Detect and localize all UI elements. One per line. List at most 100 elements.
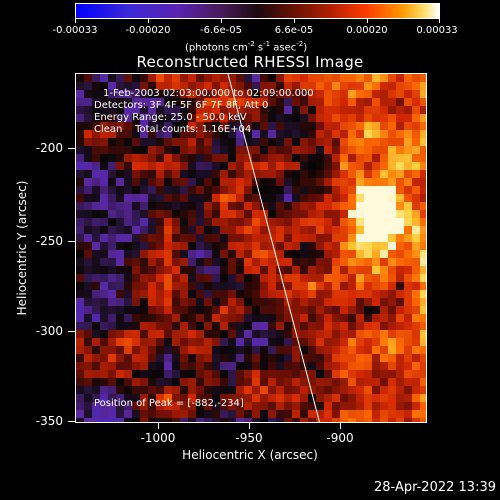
heatmap-cell — [420, 362, 426, 371]
heatmap-cell — [236, 242, 245, 251]
heatmap-cell — [148, 354, 157, 363]
heatmap-cell — [76, 410, 85, 419]
heatmap-cell — [292, 122, 301, 131]
heatmap-cell — [364, 306, 373, 315]
heatmap-cell — [180, 274, 189, 283]
heatmap-cell — [372, 202, 381, 211]
heatmap-cell — [196, 202, 205, 211]
heatmap-cell — [164, 130, 173, 139]
heatmap-cell — [324, 274, 333, 283]
heatmap-cell — [172, 410, 181, 419]
heatmap-cell — [108, 386, 117, 395]
heatmap-cell — [212, 378, 221, 387]
heatmap-cell — [92, 362, 101, 371]
heatmap-cell — [340, 402, 349, 411]
heatmap-cell — [268, 226, 277, 235]
heatmap-cell — [76, 178, 85, 187]
heatmap-cell — [180, 250, 189, 259]
heatmap-cell — [76, 282, 85, 291]
heatmap-cell — [268, 306, 277, 315]
heatmap-cell — [92, 354, 101, 363]
heatmap-cell — [124, 378, 133, 387]
heatmap-cell — [284, 106, 293, 115]
colorbar-units: (photons cm-2 s-1 asec-2) — [185, 40, 308, 54]
heatmap-cell — [356, 74, 365, 83]
heatmap-cell — [140, 370, 149, 379]
heatmap-cell — [404, 354, 413, 363]
heatmap-cell — [196, 386, 205, 395]
heatmap-cell — [348, 258, 357, 267]
heatmap-cell — [84, 186, 93, 195]
heatmap-cell — [380, 210, 389, 219]
heatmap-cell — [308, 210, 317, 219]
y-tick-label: -250 — [35, 234, 63, 248]
heatmap-cell — [276, 90, 285, 99]
heatmap-cell — [420, 338, 426, 347]
heatmap-cell — [364, 226, 373, 235]
heatmap-cell — [164, 210, 173, 219]
heatmap-cell — [420, 170, 426, 179]
heatmap-cell — [388, 178, 397, 187]
heatmap-cell — [308, 122, 317, 131]
heatmap-cell — [348, 418, 357, 422]
heatmap-cell — [276, 138, 285, 147]
heatmap-cell — [204, 250, 213, 259]
heatmap-cell — [156, 378, 165, 387]
heatmap-cell — [76, 154, 85, 163]
heatmap-cell — [140, 162, 149, 171]
heatmap-cell — [316, 154, 325, 163]
heatmap-cell — [172, 354, 181, 363]
heatmap-cell — [332, 242, 341, 251]
heatmap-cell — [388, 146, 397, 155]
heatmap-cell — [252, 290, 261, 299]
heatmap-cell — [292, 418, 301, 422]
heatmap-cell — [404, 130, 413, 139]
heatmap-cell — [292, 218, 301, 227]
heatmap-cell — [372, 370, 381, 379]
heatmap-cell — [196, 258, 205, 267]
heatmap-cell — [76, 290, 85, 299]
heatmap-cell — [348, 338, 357, 347]
heatmap-cell — [340, 386, 349, 395]
heatmap-cell — [212, 186, 221, 195]
heatmap-cell — [204, 202, 213, 211]
heatmap-cell — [172, 186, 181, 195]
heatmap-cell — [188, 282, 197, 291]
heatmap-cell — [228, 314, 237, 323]
heatmap-cell — [340, 346, 349, 355]
heatmap-cell — [212, 370, 221, 379]
heatmap-cell — [316, 114, 325, 123]
heatmap-cell — [332, 74, 341, 83]
heatmap-cell — [236, 418, 245, 422]
heatmap-cell — [388, 90, 397, 99]
heatmap-cell — [236, 290, 245, 299]
heatmap-cell — [396, 106, 405, 115]
heatmap-cell — [396, 370, 405, 379]
heatmap-cell — [316, 282, 325, 291]
heatmap-cell — [412, 266, 421, 275]
heatmap-cell — [388, 74, 397, 83]
heatmap-cell — [284, 378, 293, 387]
heatmap-cell — [228, 274, 237, 283]
heatmap-cell — [292, 82, 301, 91]
heatmap-cell — [188, 74, 197, 83]
heatmap-cell — [172, 226, 181, 235]
heatmap-cell — [252, 154, 261, 163]
heatmap-cell — [412, 314, 421, 323]
heatmap-cell — [396, 146, 405, 155]
heatmap-cell — [316, 338, 325, 347]
heatmap-cell — [284, 306, 293, 315]
heatmap-cell — [260, 146, 269, 155]
heatmap-cell — [276, 106, 285, 115]
heatmap-cell — [316, 234, 325, 243]
heatmap-cell — [308, 354, 317, 363]
heatmap-cell — [164, 82, 173, 91]
heatmap-cell — [348, 234, 357, 243]
heatmap-cell — [244, 378, 253, 387]
heatmap-cell — [196, 410, 205, 419]
heatmap-cell — [308, 378, 317, 387]
heatmap-cell — [284, 338, 293, 347]
heatmap-cell — [380, 74, 389, 83]
heatmap-cell — [404, 162, 413, 171]
heatmap-cell — [404, 290, 413, 299]
